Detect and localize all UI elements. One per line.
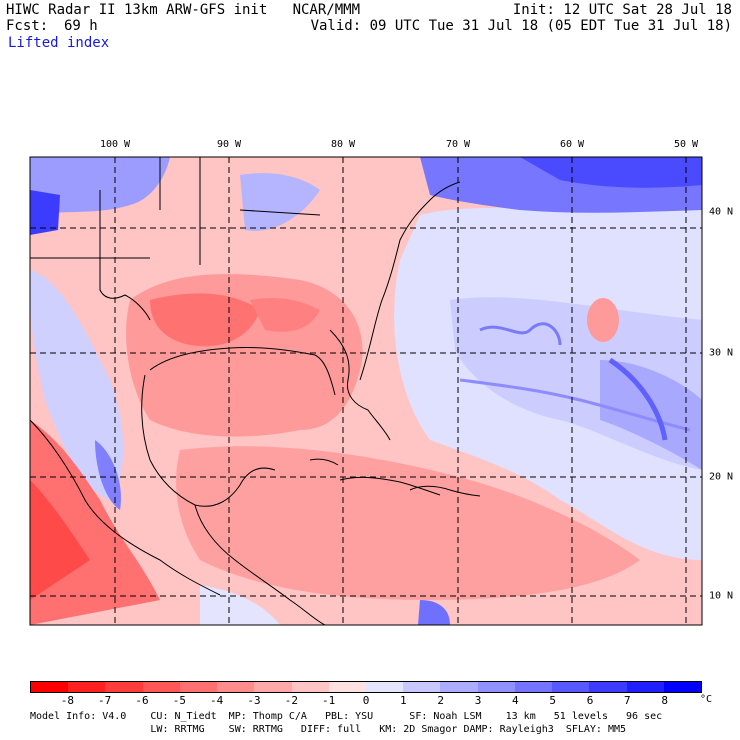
lon-label-100w: 100 W — [99, 139, 131, 150]
valid-time: Valid: 09 UTC Tue 31 Jul 18 (05 EDT Tue … — [310, 18, 732, 34]
colorbar-tick-label: -4 — [210, 694, 224, 707]
lat-label-20n: 20 N — [709, 471, 734, 483]
colorbar-swatch — [142, 682, 180, 692]
colorbar-tick-label: -2 — [284, 694, 298, 707]
lon-label-70w: 70 W — [445, 139, 471, 150]
colorbar-tick-label: -6 — [135, 694, 149, 707]
colorbar-swatch — [179, 682, 218, 692]
lat-label-10n: 10 N — [709, 590, 734, 602]
colorbar-tick-label: -8 — [60, 694, 74, 707]
colorbar-tick-label: -5 — [172, 694, 186, 707]
colorbar-swatch — [291, 682, 329, 692]
colorbar-tick-label: 5 — [549, 694, 556, 707]
colorbar-swatch — [552, 682, 590, 692]
colorbar — [30, 681, 702, 693]
colorbar-swatch — [68, 682, 106, 692]
colorbar-swatch — [403, 682, 441, 692]
colorbar-unit: °C — [700, 694, 713, 705]
colorbar-swatch — [477, 682, 515, 692]
colorbar-swatch — [31, 682, 69, 692]
lat-label-40n: 40 N — [709, 206, 734, 218]
colorbar-swatch — [328, 682, 366, 692]
colorbar-tick-label: 1 — [400, 694, 407, 707]
colorbar-swatch — [217, 682, 255, 692]
colorbar-swatch — [254, 682, 292, 692]
colorbar-tick-label: 0 — [362, 694, 370, 707]
lon-label-60w: 60 W — [559, 139, 585, 150]
graticule — [30, 157, 702, 625]
colorbar-swatch — [440, 682, 478, 692]
colorbar-swatch — [514, 682, 553, 692]
model-info-line2: LW: RRTMG SW: RRTMG DIFF: full KM: 2D Sm… — [30, 724, 627, 735]
colorbar-tick-label: -3 — [247, 694, 261, 707]
lon-label-90w: 90 W — [216, 139, 242, 150]
colorbar-swatch — [663, 682, 701, 692]
colorbar-swatch — [105, 682, 143, 692]
colorbar-tick-label: -7 — [98, 694, 112, 707]
colorbar-tick-label: 4 — [512, 694, 519, 707]
colorbar-tick-label: 6 — [586, 694, 594, 707]
forecast-hour: 69 h — [64, 18, 98, 34]
lon-label-80w: 80 W — [330, 139, 356, 150]
colorbar-tick-label: -1 — [322, 694, 336, 707]
colorbar-tick-label: 2 — [437, 694, 444, 707]
colorbar-tick-label: 8 — [661, 694, 668, 707]
colorbar-tick-label: 7 — [624, 694, 631, 707]
map-frame — [29, 156, 703, 626]
plot-title: HIWC Radar II 13km ARW-GFS init NCAR/MMM — [6, 2, 361, 18]
lon-label-50w: 50 W — [673, 139, 699, 150]
colorbar-swatch — [365, 682, 404, 692]
colorbar-swatch — [626, 682, 664, 692]
colorbar-tick-label: 3 — [474, 694, 482, 707]
colorbar-swatch — [589, 682, 627, 692]
lat-label-30n: 30 N — [709, 347, 734, 359]
model-info-line1: Model Info: V4.0 CU: N_Tiedt MP: Thomp C… — [30, 711, 663, 722]
map-shading — [30, 157, 702, 625]
init-time: Init: 12 UTC Sat 28 Jul 18 — [512, 2, 732, 18]
forecast-label: Fcst: — [6, 18, 49, 34]
coastlines — [30, 157, 481, 625]
field-name: Lifted index — [8, 35, 110, 51]
